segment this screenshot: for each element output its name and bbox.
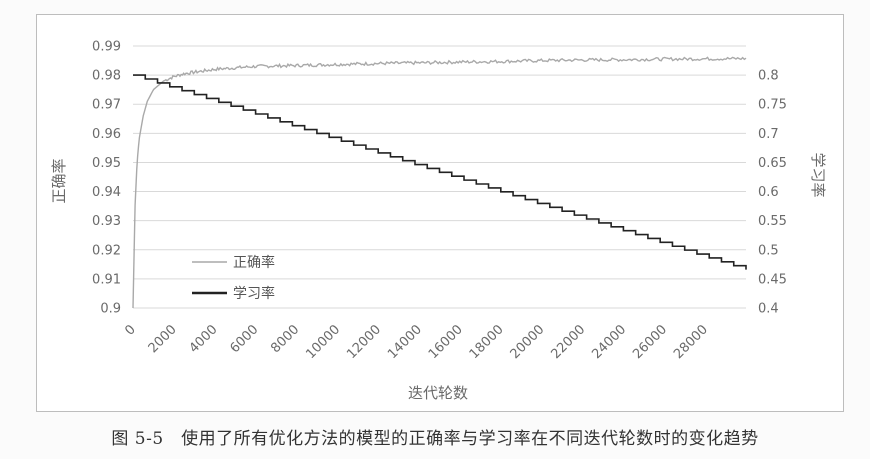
left-tick-label: 0.93 (92, 214, 121, 229)
right-tick-label: 0.65 (758, 156, 787, 171)
x-tick-label: 14000 (385, 322, 425, 362)
left-tick-label: 0.91 (92, 272, 121, 287)
right-tick-label: 0.7 (758, 127, 779, 142)
right-axis-ticks: 0.4 0.45 0.5 0.55 0.6 0.65 0.7 0.75 0.8 (758, 69, 787, 317)
left-axis-title: 正确率 (50, 158, 68, 203)
x-tick-label: 10000 (303, 322, 343, 362)
left-tick-label: 0.94 (92, 185, 121, 200)
x-tick-label: 24000 (589, 322, 629, 362)
x-tick-label: 0 (122, 322, 138, 338)
x-tick-label: 4000 (187, 322, 221, 356)
x-tick-label: 26000 (630, 322, 670, 362)
x-tick-label: 22000 (549, 322, 589, 362)
right-tick-label: 0.55 (758, 214, 787, 229)
right-tick-label: 0.6 (758, 185, 779, 200)
gridlines (133, 45, 746, 309)
left-tick-label: 0.96 (92, 127, 121, 142)
left-tick-label: 0.9 (100, 302, 121, 317)
left-axis-ticks: 0.9 0.91 0.92 0.93 0.94 0.95 0.96 0.97 0.98 0.99 (92, 40, 121, 317)
x-tick-label: 16000 (426, 322, 466, 362)
x-axis-title: 迭代轮数 (408, 384, 468, 402)
right-tick-label: 0.45 (758, 272, 787, 287)
right-tick-label: 0.75 (758, 98, 787, 113)
x-tick-label: 6000 (227, 322, 261, 356)
x-tick-label: 8000 (268, 322, 302, 356)
right-tick-label: 0.4 (758, 302, 779, 317)
chart-frame (36, 14, 844, 412)
figure-caption: 图 5-5 使用了所有优化方法的模型的正确率与学习率在不同迭代轮数时的变化趋势 (111, 429, 759, 449)
x-tick-label: 2000 (146, 322, 180, 356)
legend-label-accuracy: 正确率 (233, 254, 275, 271)
right-axis-title: 学习率 (809, 152, 827, 197)
x-tick-label: 18000 (467, 322, 507, 362)
x-tick-label: 20000 (508, 322, 548, 362)
x-axis-ticks: 0 2000 4000 6000 8000 10000 12000 14000 16000 180… (122, 322, 711, 362)
dual-axis-line-chart: 0.90.910.920.930.940.950.960.970.980.99 … (50, 40, 827, 403)
left-tick-label: 0.98 (92, 69, 121, 84)
series-line-learning-rate (133, 74, 747, 270)
legend-label-learning-rate: 学习率 (233, 285, 275, 302)
right-tick-label: 0.5 (758, 243, 779, 258)
x-tick-label: 12000 (344, 322, 384, 362)
right-tick-label: 0.8 (758, 69, 779, 84)
left-tick-label: 0.92 (92, 243, 121, 258)
left-tick-label: 0.97 (92, 98, 121, 113)
left-tick-label: 0.95 (92, 156, 121, 171)
series-line-accuracy (132, 56, 747, 309)
x-tick-label: 28000 (671, 322, 711, 362)
legend: 正确率 学习率 (192, 254, 275, 302)
left-tick-label: 0.99 (92, 40, 121, 55)
